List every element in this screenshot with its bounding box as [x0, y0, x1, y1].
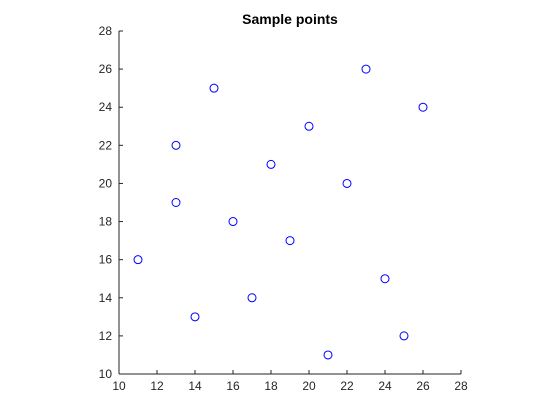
- y-tick-label: 10: [99, 367, 113, 381]
- x-tick-label: 10: [112, 379, 126, 393]
- data-point: [305, 122, 313, 130]
- data-point: [229, 218, 237, 226]
- data-point: [362, 65, 370, 73]
- data-point: [248, 294, 256, 302]
- y-tick-label: 28: [99, 24, 113, 38]
- y-tick-label: 26: [99, 62, 113, 76]
- y-tick-label: 14: [99, 291, 113, 305]
- x-tick-label: 18: [264, 379, 278, 393]
- x-tick-label: 28: [454, 379, 468, 393]
- x-tick-label: 16: [226, 379, 240, 393]
- y-tick-label: 18: [99, 215, 113, 229]
- data-point: [324, 351, 332, 359]
- y-tick-label: 24: [99, 100, 113, 114]
- data-point: [267, 160, 275, 168]
- y-tick-label: 16: [99, 253, 113, 267]
- x-tick-label: 22: [340, 379, 354, 393]
- y-tick-label: 20: [99, 176, 113, 190]
- x-tick-label: 14: [188, 379, 202, 393]
- data-points: [134, 65, 427, 359]
- data-point: [419, 103, 427, 111]
- data-point: [210, 84, 218, 92]
- data-point: [400, 332, 408, 340]
- data-point: [172, 199, 180, 207]
- chart-title: Sample points: [242, 11, 338, 27]
- data-point: [191, 313, 199, 321]
- y-tick-label: 22: [99, 138, 113, 152]
- data-point: [381, 275, 389, 283]
- x-tick-label: 20: [302, 379, 316, 393]
- data-point: [286, 237, 294, 245]
- data-point: [134, 256, 142, 264]
- y-tick-label: 12: [99, 329, 113, 343]
- data-point: [343, 179, 351, 187]
- x-tick-label: 26: [416, 379, 430, 393]
- axes: 10 12 14 16 18 20 22 24 26 28 10 12 14 16 18 20 22 24 26 28: [99, 24, 468, 393]
- data-point: [172, 141, 180, 149]
- x-tick-label: 12: [150, 379, 164, 393]
- x-tick-label: 24: [378, 379, 392, 393]
